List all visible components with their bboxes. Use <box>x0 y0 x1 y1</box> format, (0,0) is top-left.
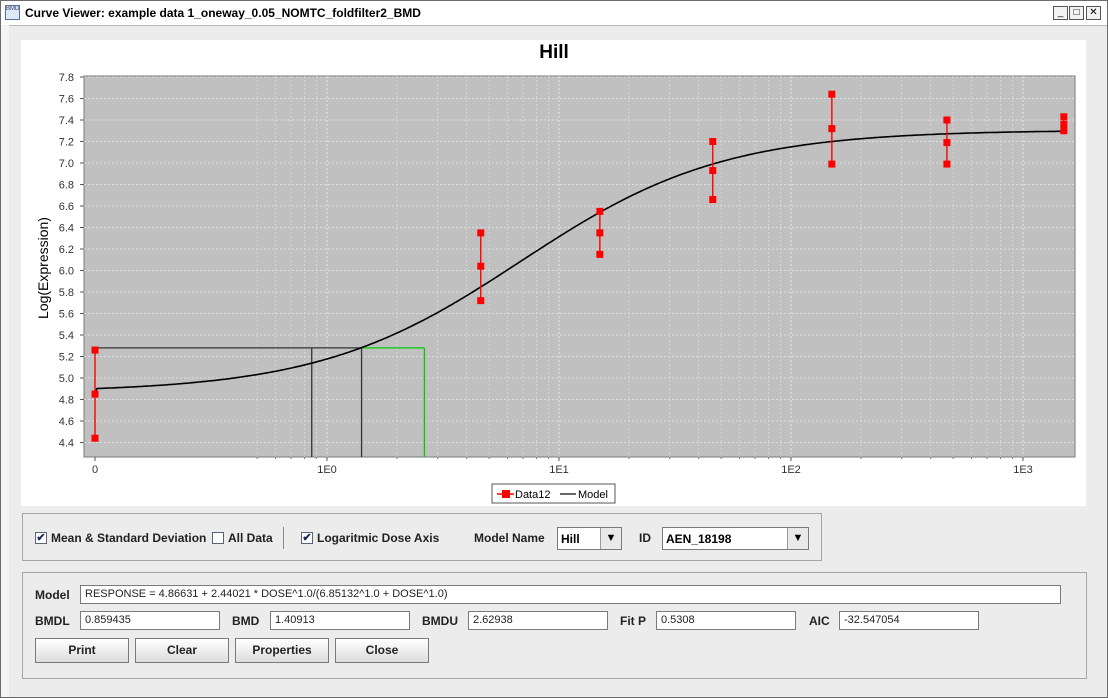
print-button[interactable]: Print <box>35 638 129 663</box>
data-point <box>91 434 99 442</box>
data-point <box>1060 113 1068 121</box>
data-point <box>477 297 485 305</box>
x-tick-label: 0 <box>92 464 98 476</box>
bmd-field[interactable]: 1.40913 <box>270 611 410 630</box>
aic-field[interactable]: -32.547054 <box>839 611 979 630</box>
y-tick-label: 5.2 <box>59 352 74 364</box>
x-tick-label: 1E2 <box>781 464 801 476</box>
y-tick-label: 6.4 <box>59 223 74 235</box>
fitp-label: Fit P <box>620 614 646 628</box>
data-point <box>828 125 836 133</box>
log-dose-label[interactable]: Logaritmic Dose Axis <box>317 531 440 545</box>
x-axis: 0 1E0 1E1 1E2 1E3 <box>92 457 1033 476</box>
data-point <box>709 167 717 175</box>
x-tick-label: 1E1 <box>549 464 569 476</box>
data-point <box>828 90 836 98</box>
title-bar[interactable]: BMD Curve Viewer: example data 1_oneway_… <box>1 1 1107 26</box>
x-tick-label: 1E0 <box>317 464 337 476</box>
model-name-dropdown[interactable]: Hill ▼ <box>557 527 622 550</box>
data-point <box>943 139 951 147</box>
display-options-panel <box>22 513 822 561</box>
id-label: ID <box>639 531 651 545</box>
y-tick-label: 7.6 <box>59 94 74 106</box>
legend-data-label: Data12 <box>515 489 550 501</box>
mean-sd-label[interactable]: Mean & Standard Deviation <box>51 531 207 545</box>
mean-sd-checkbox[interactable]: ✔ <box>35 532 47 544</box>
legend-model-label: Model <box>578 489 608 501</box>
bmdl-label: BMDL <box>35 614 70 628</box>
grid-lines <box>84 76 1075 457</box>
aic-label: AIC <box>809 614 830 628</box>
data-point <box>596 207 604 215</box>
log-dose-checkbox[interactable]: ✔ <box>301 532 313 544</box>
y-tick-label: 4.6 <box>59 416 74 428</box>
plot-area <box>83 75 1076 458</box>
data-point <box>1060 127 1068 135</box>
y-tick-label: 5.4 <box>59 330 74 342</box>
bmdu-label: BMDU <box>422 614 458 628</box>
y-tick-label: 6.8 <box>59 180 74 192</box>
model-equation-field[interactable]: RESPONSE = 4.86631 + 2.44021 * DOSE^1.0/… <box>80 585 1061 604</box>
y-axis-label: Log(Expression) <box>35 217 51 319</box>
data-point <box>709 196 717 204</box>
data-point <box>1060 120 1068 128</box>
window-title: Curve Viewer: example data 1_oneway_0.05… <box>25 6 421 20</box>
y-tick-label: 6.6 <box>59 201 74 213</box>
model-curve <box>94 130 1067 393</box>
window-left-edge <box>1 25 9 697</box>
legend: Data12 Model <box>491 483 616 504</box>
y-tick-label: 4.4 <box>59 438 74 450</box>
app-icon: BMD <box>5 5 20 20</box>
y-tick-label: 5.0 <box>59 373 74 385</box>
close-window-button[interactable]: ✕ <box>1086 6 1101 20</box>
y-axis: 4.4 4.6 4.8 5.0 5.2 5.4 5.6 5.8 6.0 6.2 6.4 6.6 6.8 7… <box>59 72 84 450</box>
bmdu-field[interactable]: 2.62938 <box>468 611 608 630</box>
chevron-down-icon[interactable]: ▼ <box>600 528 621 549</box>
id-value: AEN_18198 <box>666 532 732 546</box>
data-series <box>91 90 1068 442</box>
all-data-label[interactable]: All Data <box>228 531 273 545</box>
y-tick-label: 5.8 <box>59 287 74 299</box>
data-point <box>943 160 951 168</box>
data-point <box>477 262 485 270</box>
data-point <box>596 250 604 258</box>
data-point <box>477 229 485 237</box>
data-point <box>828 160 836 168</box>
y-tick-label: 7.2 <box>59 137 74 149</box>
properties-button[interactable]: Properties <box>235 638 329 663</box>
bmdl-field[interactable]: 0.859435 <box>80 611 220 630</box>
y-tick-label: 7.8 <box>59 72 74 84</box>
y-tick-label: 5.6 <box>59 309 74 321</box>
data-point <box>943 116 951 124</box>
model-name-value: Hill <box>561 532 580 546</box>
data-point <box>709 138 717 145</box>
id-dropdown[interactable]: AEN_18198 ▼ <box>662 527 809 550</box>
data-point <box>91 390 99 398</box>
y-tick-label: 7.4 <box>59 115 74 127</box>
minimize-button[interactable]: _ <box>1053 6 1068 20</box>
maximize-button[interactable]: □ <box>1069 6 1084 20</box>
y-tick-label: 7.0 <box>59 158 74 170</box>
data-point <box>91 346 99 354</box>
fitp-field[interactable]: 0.5308 <box>656 611 796 630</box>
clear-button[interactable]: Clear <box>135 638 229 663</box>
y-tick-label: 6.0 <box>59 266 74 278</box>
bmd-markers <box>95 347 426 457</box>
x-tick-label: 1E3 <box>1013 464 1033 476</box>
model-label: Model <box>35 588 70 602</box>
legend-data-marker <box>502 490 510 498</box>
y-tick-label: 4.8 <box>59 395 74 407</box>
y-tick-label: 6.2 <box>59 244 74 256</box>
model-name-label: Model Name <box>474 531 545 545</box>
bmd-label: BMD <box>232 614 260 628</box>
data-point <box>596 229 604 237</box>
chart-title: Hill <box>539 42 569 63</box>
separator <box>283 527 284 549</box>
close-button[interactable]: Close <box>335 638 429 663</box>
chevron-down-icon[interactable]: ▼ <box>787 528 808 549</box>
all-data-checkbox[interactable] <box>212 532 224 544</box>
